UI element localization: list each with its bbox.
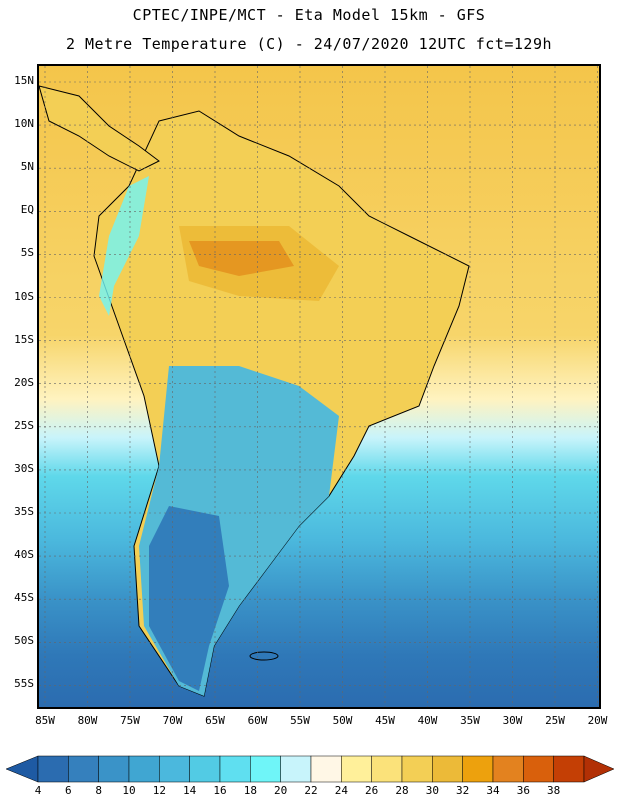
colorbar-label: 10 bbox=[122, 784, 136, 797]
temperature-map[interactable] bbox=[39, 66, 599, 707]
lon-label: 80W bbox=[77, 714, 98, 727]
colorbar-label: 28 bbox=[395, 784, 409, 797]
colorbar-box bbox=[219, 755, 251, 783]
colorbar-box bbox=[492, 755, 524, 783]
lon-label: 50W bbox=[332, 714, 353, 727]
lat-label: 40S bbox=[14, 548, 34, 562]
graticule bbox=[39, 66, 599, 707]
colorbar-label: 26 bbox=[365, 784, 379, 797]
colorbar-box bbox=[68, 755, 99, 783]
lat-label: 35S bbox=[14, 505, 34, 518]
colorbar-label: 36 bbox=[516, 784, 530, 797]
colorbar-label: 32 bbox=[456, 784, 470, 797]
colorbar-box bbox=[432, 755, 463, 783]
colorbar-box bbox=[128, 755, 160, 783]
colorbar-label: 34 bbox=[486, 784, 500, 797]
colorbar-box bbox=[250, 755, 281, 783]
colorbar-label: 20 bbox=[274, 784, 288, 797]
colorbar-box bbox=[553, 755, 585, 783]
colorbar-label: 30 bbox=[425, 784, 439, 797]
lon-label: 40W bbox=[417, 714, 438, 727]
colorbar-box bbox=[98, 755, 130, 783]
colorbar-label: 8 bbox=[95, 784, 102, 797]
lat-label: EQ bbox=[20, 203, 34, 217]
temperature-colorbar bbox=[5, 755, 615, 783]
lon-label: 85W bbox=[35, 714, 55, 727]
lon-label: 70W bbox=[162, 714, 183, 727]
lon-label: 30W bbox=[502, 714, 523, 727]
lat-label: 10S bbox=[14, 289, 34, 303]
colorbar-low-arrow bbox=[5, 755, 39, 783]
andes-cool-strip bbox=[99, 176, 149, 316]
colorbar-label: 24 bbox=[334, 784, 348, 797]
colorbar-box bbox=[280, 755, 312, 783]
colorbar-high-arrow bbox=[583, 755, 615, 783]
lon-label: 20W bbox=[587, 714, 608, 727]
colorbar-box bbox=[310, 755, 342, 783]
central-america bbox=[39, 85, 160, 172]
colorbar-box bbox=[159, 755, 190, 783]
colorbar-box bbox=[401, 755, 433, 783]
colorbar-box bbox=[523, 755, 554, 783]
lon-label: 55W bbox=[290, 714, 310, 727]
lat-label: 10N bbox=[14, 117, 34, 131]
colorbar-box bbox=[462, 755, 494, 783]
lat-label: 50S bbox=[14, 634, 34, 648]
colorbar-label: 16 bbox=[213, 784, 227, 797]
colorbar-box bbox=[189, 755, 221, 783]
colorbar-box bbox=[341, 755, 372, 783]
colorbar-label: 22 bbox=[304, 784, 318, 797]
lon-label: 35W bbox=[460, 714, 480, 727]
colorbar-label: 4 bbox=[34, 784, 42, 797]
lat-label: 15S bbox=[14, 332, 34, 346]
cold-zone-patagonia bbox=[149, 506, 229, 691]
map-panel[interactable] bbox=[37, 64, 601, 709]
lon-label: 60W bbox=[247, 714, 268, 727]
lon-label: 75W bbox=[120, 714, 140, 727]
lat-label: 5N bbox=[20, 160, 34, 174]
colorbar-label: 18 bbox=[243, 784, 257, 797]
lon-label: 45W bbox=[375, 714, 395, 727]
colorbar-box bbox=[371, 755, 403, 783]
lat-label: 45S bbox=[14, 591, 34, 605]
lat-label: 15N bbox=[14, 74, 34, 87]
lat-label: 25S bbox=[14, 418, 34, 432]
lat-label: 20S bbox=[14, 375, 34, 389]
falklands bbox=[249, 651, 279, 661]
colorbar-box bbox=[37, 755, 69, 783]
colorbar-label: 6 bbox=[65, 784, 72, 797]
lat-label: 30S bbox=[14, 461, 34, 475]
lat-label: 55S bbox=[14, 677, 34, 691]
lon-label: 25W bbox=[545, 714, 565, 727]
colorbar-label: 14 bbox=[183, 784, 197, 797]
colorbar-label: 12 bbox=[152, 784, 166, 797]
map-title-line-1: CPTEC/INPE/MCT - Eta Model 15km - GFS bbox=[132, 6, 486, 24]
lon-label: 65W bbox=[205, 714, 225, 727]
lat-label: 5S bbox=[20, 246, 34, 260]
colorbar-label: 38 bbox=[547, 784, 561, 797]
map-title-line-2: 2 Metre Temperature (C) - 24/07/2020 12U… bbox=[65, 35, 553, 53]
